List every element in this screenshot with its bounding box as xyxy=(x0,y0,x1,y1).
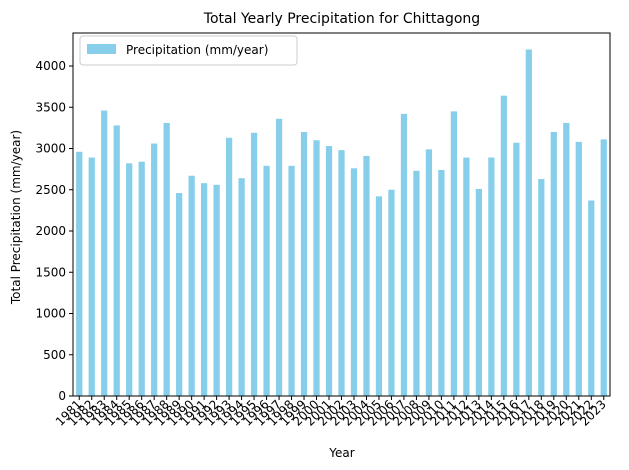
legend: Precipitation (mm/year) xyxy=(79,35,298,66)
bar xyxy=(488,157,495,396)
x-axis-title: Year xyxy=(328,446,354,460)
bar xyxy=(600,139,607,397)
y-tick-label: 1000 xyxy=(35,307,66,321)
bar xyxy=(413,170,420,396)
bar xyxy=(275,118,283,397)
bar xyxy=(525,49,532,396)
bar xyxy=(313,140,320,396)
bar xyxy=(550,132,557,396)
bar xyxy=(288,165,295,396)
bar xyxy=(300,132,308,396)
y-tick-label: 3000 xyxy=(35,142,66,156)
bar xyxy=(88,157,95,396)
bar xyxy=(513,142,520,396)
bar xyxy=(113,125,120,397)
bar xyxy=(201,183,208,396)
bar xyxy=(163,122,170,397)
bar xyxy=(250,132,258,396)
y-tick-label: 1500 xyxy=(35,265,66,279)
y-tick-label: 3500 xyxy=(35,100,66,114)
bar xyxy=(101,110,108,397)
bar xyxy=(263,165,270,396)
bar xyxy=(176,193,183,396)
bar xyxy=(325,146,333,396)
y-tick-label: 2000 xyxy=(35,224,66,238)
bar xyxy=(425,149,433,396)
bar xyxy=(76,151,83,396)
bar xyxy=(375,196,383,396)
y-tick-label: 0 xyxy=(58,389,66,403)
bar xyxy=(450,111,458,396)
bar xyxy=(400,113,408,396)
chart-title: Total Yearly Precipitation for Chittagon… xyxy=(203,11,480,27)
bar xyxy=(138,161,145,396)
bar xyxy=(388,189,395,396)
bar xyxy=(563,122,570,397)
bar xyxy=(575,141,582,396)
legend-frame xyxy=(79,35,298,66)
bar xyxy=(538,179,545,396)
bar xyxy=(463,157,470,396)
y-tick-label: 2500 xyxy=(35,183,66,197)
bar xyxy=(475,188,482,396)
bar xyxy=(338,150,345,396)
y-tick-label: 4000 xyxy=(35,59,66,73)
legend-label: Precipitation (mm/year) xyxy=(126,43,268,57)
bar xyxy=(588,200,595,396)
bar xyxy=(126,163,133,396)
y-axis-title: Total Precipitation (mm/year) xyxy=(9,130,23,305)
bar xyxy=(238,178,245,396)
y-tick-label: 500 xyxy=(43,348,66,362)
bar xyxy=(213,184,220,396)
bar xyxy=(500,95,507,396)
bar xyxy=(350,168,358,396)
legend-swatch xyxy=(87,44,116,54)
bar xyxy=(438,169,445,396)
bar xyxy=(151,143,158,396)
plot-area: 0500100015002000250030003500400019811982… xyxy=(35,32,611,429)
bar xyxy=(188,175,195,396)
bar xyxy=(225,137,233,396)
bar xyxy=(363,155,370,396)
